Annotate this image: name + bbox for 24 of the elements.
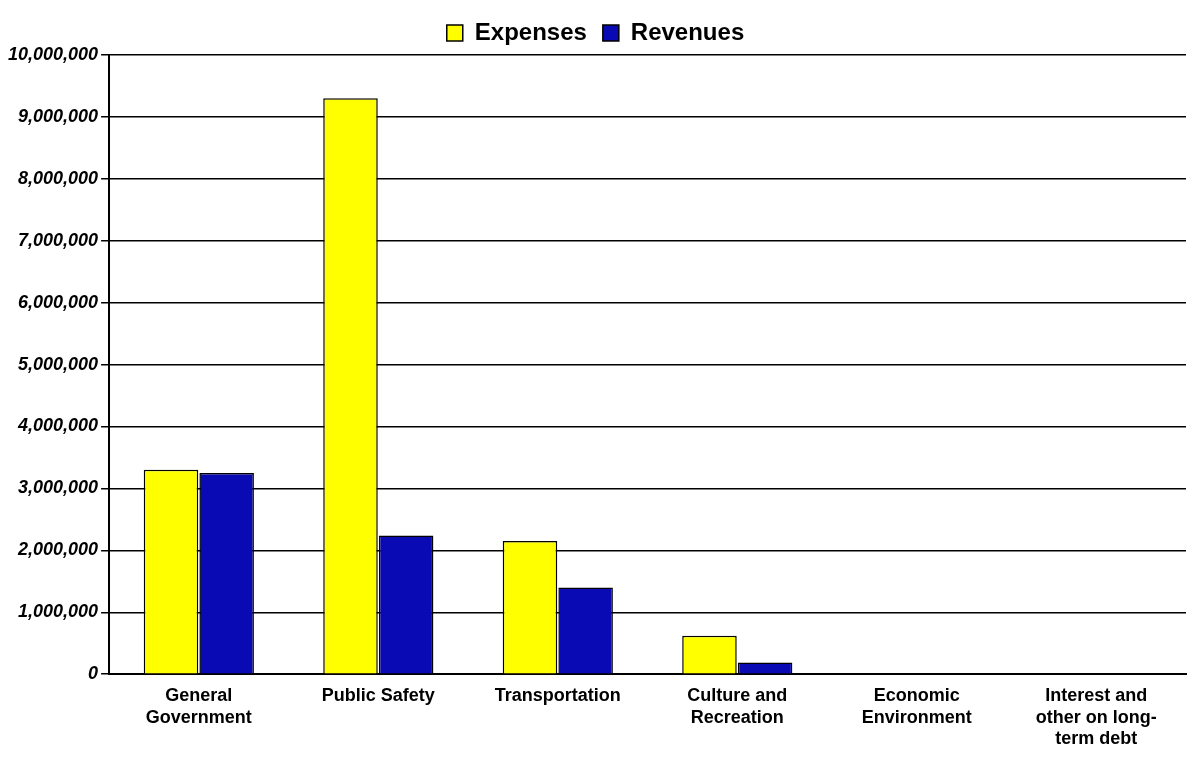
y-tick-label: 0 (88, 663, 99, 684)
y-tick-label: 1,000,000 (18, 601, 99, 622)
x-tick-label: Public Safety (321, 684, 435, 705)
legend-label: Expenses (474, 17, 587, 45)
category-label: Economic (873, 684, 960, 705)
y-tick-label: 4,000,000 (17, 415, 99, 436)
y-tick-label: 9,000,000 (18, 105, 99, 126)
y-tick-label: 10,000,000 (7, 43, 99, 64)
x-tick-label: Transportation (494, 684, 621, 705)
y-tick-label: 3,000,000 (18, 477, 99, 498)
category-label: Environment (861, 706, 972, 727)
y-tick-label: 5,000,000 (18, 353, 99, 374)
category-label: other on long- (1035, 706, 1157, 727)
y-tick-label: 8,000,000 (18, 167, 99, 188)
category-label: Culture and (687, 684, 788, 705)
y-tick-label: 7,000,000 (18, 229, 99, 250)
category-label: term debt (1055, 728, 1138, 749)
category-label: Recreation (690, 706, 784, 727)
category-label: Interest and (1045, 684, 1148, 705)
category-label: General (165, 684, 233, 705)
y-tick-label: 6,000,000 (18, 291, 99, 312)
category-label: Government (145, 706, 252, 727)
legend-label: Revenues (630, 17, 745, 45)
y-tick-label: 2,000,000 (17, 539, 99, 560)
